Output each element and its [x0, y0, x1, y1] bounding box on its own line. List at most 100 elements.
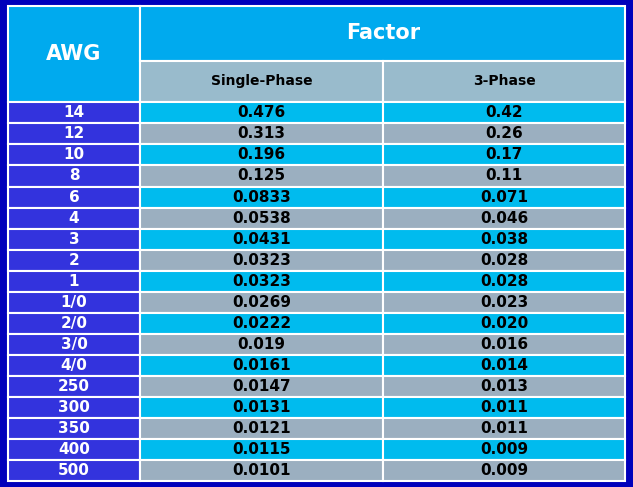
Bar [141, 271, 383, 292]
Bar [8, 123, 141, 145]
Bar [8, 376, 141, 397]
Text: 0.011: 0.011 [480, 400, 528, 415]
Text: 0.019: 0.019 [237, 337, 285, 352]
Text: 2: 2 [68, 253, 79, 268]
Bar [383, 334, 625, 355]
Text: 6: 6 [68, 189, 79, 205]
Bar [8, 271, 141, 292]
Bar [383, 145, 625, 166]
Bar [141, 439, 383, 460]
Bar [141, 123, 383, 145]
Bar [141, 460, 383, 481]
Text: 0.016: 0.016 [480, 337, 528, 352]
Bar [383, 166, 625, 187]
Bar [383, 60, 625, 102]
Text: 0.009: 0.009 [480, 463, 528, 478]
Bar [8, 207, 141, 228]
Text: 0.0269: 0.0269 [232, 295, 291, 310]
Bar [383, 271, 625, 292]
Bar [141, 60, 383, 102]
Bar [8, 313, 141, 334]
Text: 3-Phase: 3-Phase [473, 75, 536, 89]
Text: Single-Phase: Single-Phase [211, 75, 313, 89]
Text: 10: 10 [63, 148, 85, 163]
Text: 0.0101: 0.0101 [232, 463, 291, 478]
Text: 3/0: 3/0 [61, 337, 87, 352]
Text: 0.013: 0.013 [480, 379, 528, 394]
Text: 0.196: 0.196 [237, 148, 285, 163]
Bar [141, 6, 625, 60]
Bar [383, 102, 625, 123]
Text: 0.11: 0.11 [486, 169, 523, 184]
Bar [8, 397, 141, 418]
Text: 0.028: 0.028 [480, 274, 529, 289]
Text: 0.020: 0.020 [480, 316, 529, 331]
Text: AWG: AWG [46, 44, 102, 64]
Text: 250: 250 [58, 379, 90, 394]
Bar [383, 228, 625, 250]
Bar [383, 439, 625, 460]
Text: 0.046: 0.046 [480, 210, 529, 225]
Bar [383, 250, 625, 271]
Bar [8, 187, 141, 207]
Text: 3: 3 [69, 232, 79, 246]
Text: 0.0131: 0.0131 [232, 400, 291, 415]
Text: 0.0833: 0.0833 [232, 189, 291, 205]
Bar [141, 102, 383, 123]
Bar [141, 187, 383, 207]
Bar [8, 6, 141, 102]
Bar [141, 145, 383, 166]
Bar [383, 397, 625, 418]
Text: 0.0147: 0.0147 [232, 379, 291, 394]
Bar [141, 334, 383, 355]
Text: 0.0538: 0.0538 [232, 210, 291, 225]
Text: 8: 8 [69, 169, 79, 184]
Bar [383, 460, 625, 481]
Text: 0.038: 0.038 [480, 232, 528, 246]
Text: 4/0: 4/0 [61, 358, 87, 373]
Text: 300: 300 [58, 400, 90, 415]
Bar [141, 207, 383, 228]
Text: 0.17: 0.17 [486, 148, 523, 163]
Bar [383, 187, 625, 207]
Text: 400: 400 [58, 442, 90, 457]
Text: 0.26: 0.26 [486, 127, 523, 141]
Text: 500: 500 [58, 463, 90, 478]
Bar [8, 292, 141, 313]
Text: 0.125: 0.125 [237, 169, 285, 184]
Text: 0.0323: 0.0323 [232, 253, 291, 268]
Bar [383, 418, 625, 439]
Bar [383, 376, 625, 397]
Bar [8, 418, 141, 439]
Text: 2/0: 2/0 [61, 316, 87, 331]
Text: 0.0115: 0.0115 [232, 442, 291, 457]
Bar [141, 228, 383, 250]
Bar [141, 355, 383, 376]
Text: 0.009: 0.009 [480, 442, 528, 457]
Text: 0.011: 0.011 [480, 421, 528, 436]
Text: 0.42: 0.42 [486, 105, 523, 120]
Bar [383, 313, 625, 334]
Text: 350: 350 [58, 421, 90, 436]
Bar [383, 292, 625, 313]
Bar [8, 460, 141, 481]
Bar [141, 397, 383, 418]
Text: 0.014: 0.014 [480, 358, 528, 373]
Bar [383, 123, 625, 145]
Text: 14: 14 [63, 105, 85, 120]
Text: 0.0161: 0.0161 [232, 358, 291, 373]
Bar [8, 228, 141, 250]
Bar [141, 166, 383, 187]
Text: 0.0323: 0.0323 [232, 274, 291, 289]
Text: 0.313: 0.313 [237, 127, 285, 141]
Bar [141, 292, 383, 313]
Text: 0.0121: 0.0121 [232, 421, 291, 436]
Bar [8, 439, 141, 460]
Bar [383, 355, 625, 376]
Text: 0.023: 0.023 [480, 295, 529, 310]
Bar [8, 355, 141, 376]
Bar [8, 102, 141, 123]
Bar [8, 145, 141, 166]
Bar [141, 376, 383, 397]
Text: 12: 12 [63, 127, 85, 141]
